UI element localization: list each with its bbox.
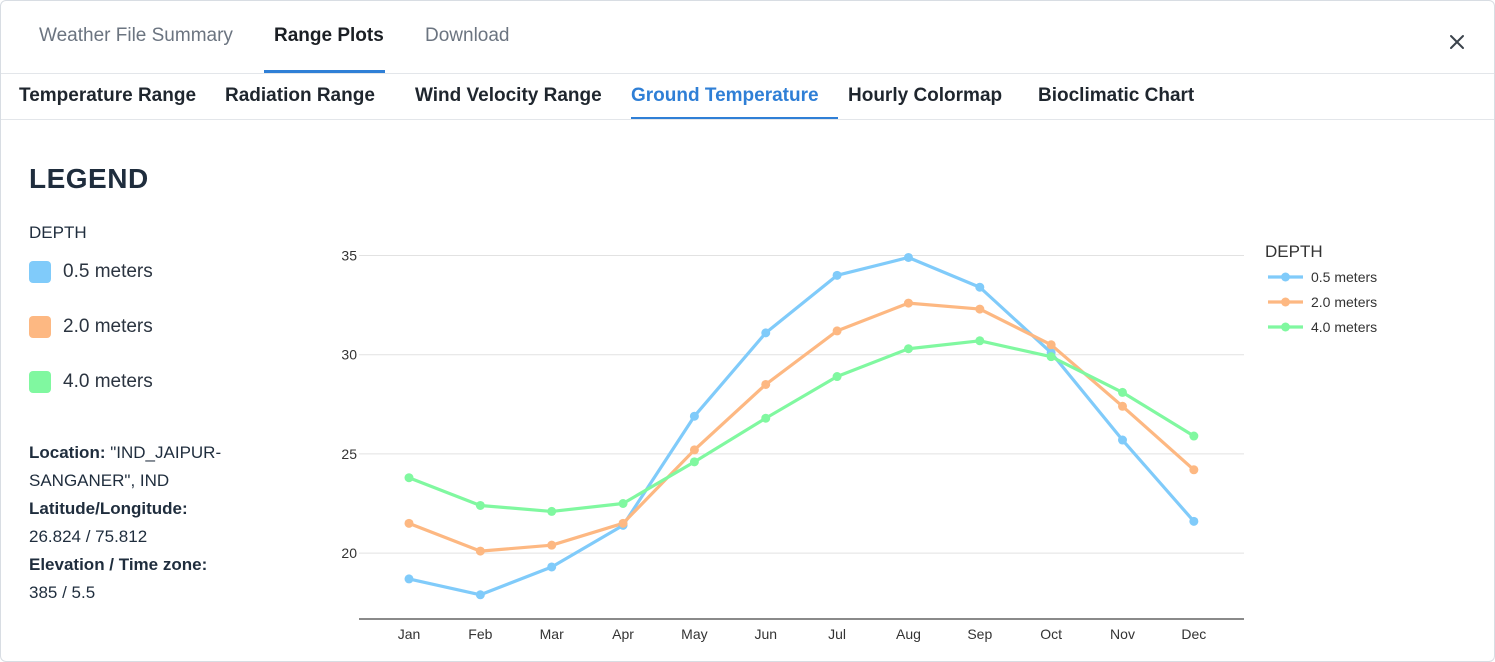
chart-legend-marker <box>1281 322 1290 332</box>
data-point <box>1118 435 1127 445</box>
location-label: Location: <box>29 443 106 462</box>
x-tick-label: Sep <box>967 626 992 642</box>
data-point <box>832 270 842 280</box>
location-value: "IND_JAIPUR-SANGANER", IND <box>29 443 222 490</box>
top-tab-bar: Weather File Summary Range Plots Downloa… <box>1 1 1494 74</box>
y-tick-label: 25 <box>341 446 357 462</box>
data-point <box>975 336 985 346</box>
data-point <box>689 445 699 455</box>
legend-swatch <box>29 371 51 393</box>
x-tick-label: Dec <box>1181 626 1206 642</box>
data-point <box>975 304 985 314</box>
x-tick-label: Mar <box>540 626 564 642</box>
latlon-label: Latitude/Longitude: <box>29 499 188 518</box>
x-tick-label: Nov <box>1110 626 1135 642</box>
data-point <box>903 298 913 308</box>
subtab-hourly-colormap[interactable]: Hourly Colormap <box>848 85 1003 106</box>
y-tick-label: 20 <box>341 545 357 561</box>
legend-item-0-5m: 0.5 meters <box>29 260 153 284</box>
data-point <box>404 473 414 483</box>
data-point <box>618 518 628 528</box>
location-info: Location: "IND_JAIPUR-SANGANER", IND Lat… <box>29 439 269 607</box>
data-point <box>404 574 414 584</box>
elevation-label: Elevation / Time zone: <box>29 555 208 574</box>
chart-legend-title: DEPTH <box>1265 242 1323 261</box>
series-line <box>408 339 1195 514</box>
chart-legend-label: 0.5 meters <box>1311 269 1377 285</box>
legend-swatch <box>29 316 51 338</box>
y-tick-label: 35 <box>341 248 357 264</box>
legend-item-2-0m: 2.0 meters <box>29 315 153 339</box>
x-tick-label: Jan <box>398 626 421 642</box>
data-point <box>689 457 699 467</box>
subtab-radiation-range[interactable]: Radiation Range <box>225 85 375 106</box>
data-point <box>618 499 628 508</box>
x-tick-label: Aug <box>896 626 921 642</box>
legend-item-label: 2.0 meters <box>63 316 153 337</box>
data-point <box>1189 516 1199 526</box>
tab-download[interactable]: Download <box>425 25 510 46</box>
series-line <box>408 301 1195 553</box>
data-point <box>404 518 414 528</box>
x-tick-label: Jul <box>828 626 846 642</box>
subtab-bioclimatic-chart[interactable]: Bioclimatic Chart <box>1038 85 1195 106</box>
data-point <box>1189 431 1199 441</box>
tab-weather-file-summary[interactable]: Weather File Summary <box>39 25 233 46</box>
active-tab-indicator <box>264 70 385 73</box>
data-point <box>903 252 913 262</box>
data-point <box>761 379 771 389</box>
data-point <box>1118 387 1127 397</box>
legend-item-label: 0.5 meters <box>63 261 153 282</box>
ground-temperature-chart: 20 25 30 35 Jan Feb Mar Apr May Jun Jul Aug Sep Oct No… <box>341 242 1377 642</box>
x-tick-label: Feb <box>468 626 492 642</box>
x-tick-label: Jun <box>754 626 777 642</box>
data-point <box>1046 352 1056 362</box>
series-line <box>408 255 1196 597</box>
tab-range-plots[interactable]: Range Plots <box>274 25 384 46</box>
x-tick-label: Apr <box>612 626 634 642</box>
data-point <box>475 500 485 510</box>
chart-legend-marker <box>1281 297 1290 307</box>
legend-item-label: 4.0 meters <box>63 371 153 392</box>
x-tick-label: May <box>681 626 707 642</box>
close-icon[interactable] <box>1444 29 1470 55</box>
data-point <box>1118 401 1127 411</box>
legend-swatch <box>29 261 51 283</box>
legend-item-4-0m: 4.0 meters <box>29 370 153 394</box>
chart-legend-label: 4.0 meters <box>1311 319 1377 335</box>
data-point <box>761 413 771 423</box>
data-point <box>475 590 485 600</box>
subtab-temperature-range[interactable]: Temperature Range <box>19 85 197 106</box>
x-tick-label: Oct <box>1040 626 1062 642</box>
data-point <box>475 546 485 556</box>
data-point <box>903 344 913 354</box>
data-point <box>1046 340 1056 350</box>
data-point <box>832 372 842 382</box>
data-point <box>761 328 771 338</box>
legend-subtitle: DEPTH <box>29 223 87 242</box>
data-point <box>547 540 557 550</box>
chart-legend-label: 2.0 meters <box>1311 294 1377 310</box>
data-point <box>1189 465 1199 475</box>
chart-legend-marker <box>1281 272 1290 282</box>
active-subtab-indicator <box>631 117 838 119</box>
data-point <box>547 562 557 572</box>
subtab-wind-velocity-range[interactable]: Wind Velocity Range <box>415 85 602 106</box>
latlon-value: 26.824 / 75.812 <box>29 527 148 546</box>
data-point <box>975 282 985 292</box>
subtab-ground-temperature[interactable]: Ground Temperature <box>631 85 819 106</box>
data-point <box>832 326 842 336</box>
legend-title: LEGEND <box>29 163 149 194</box>
data-point <box>689 411 699 421</box>
sub-tab-bar: Temperature Range Radiation Range Wind V… <box>1 74 1494 120</box>
data-point <box>547 506 557 516</box>
elevation-value: 385 / 5.5 <box>29 583 96 602</box>
y-tick-label: 30 <box>341 347 357 363</box>
